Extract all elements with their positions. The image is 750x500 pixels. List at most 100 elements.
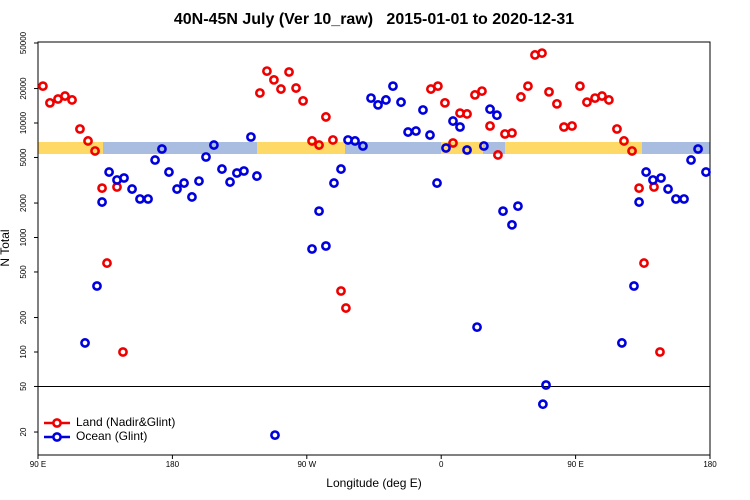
point [441, 143, 451, 153]
point [209, 140, 219, 150]
point [472, 322, 482, 332]
point [225, 177, 235, 187]
point [663, 184, 673, 194]
point [648, 175, 658, 185]
y-tick-label: 50000 [19, 31, 28, 54]
y-tick-label: 5000 [19, 148, 28, 166]
point [671, 194, 681, 204]
y-tick-label: 2000 [19, 194, 28, 212]
point [485, 121, 495, 131]
point [119, 173, 129, 183]
point [448, 138, 458, 148]
point [201, 152, 211, 162]
point [276, 84, 286, 94]
point [252, 171, 262, 181]
point [403, 127, 413, 137]
point [75, 124, 85, 134]
point [432, 178, 442, 188]
point [135, 194, 145, 204]
point [411, 126, 421, 136]
point [373, 99, 383, 110]
point [336, 286, 346, 296]
y-tick-label: 500 [19, 265, 28, 279]
y-tick-label: 50 [19, 381, 28, 390]
point [262, 66, 272, 77]
point [470, 90, 480, 100]
point [388, 81, 398, 92]
point [90, 146, 100, 156]
y-tick-label: 20 [19, 427, 28, 436]
point [634, 197, 644, 207]
point [127, 184, 137, 194]
point [455, 122, 465, 132]
point [307, 136, 317, 146]
point [493, 150, 503, 160]
x-axis-label: Longitude (deg E) [326, 476, 421, 490]
point [179, 178, 189, 188]
point [341, 303, 351, 313]
point [381, 95, 391, 105]
point [523, 81, 533, 92]
point [358, 141, 368, 151]
point [307, 244, 317, 254]
ocean-band [345, 142, 441, 154]
point [679, 194, 689, 204]
x-tick-label: 180 [166, 460, 180, 469]
point [366, 93, 376, 104]
legend-label: Land (Nadir&Glint) [76, 415, 175, 429]
point [60, 91, 70, 101]
chart-title: 40N-45N July (Ver 10_raw) 2015-01-01 to … [174, 11, 574, 28]
point [639, 258, 649, 268]
point [314, 140, 324, 150]
point [92, 281, 102, 291]
point [448, 116, 458, 126]
point [67, 95, 77, 105]
point [321, 241, 331, 251]
point [187, 192, 197, 202]
point [321, 112, 331, 122]
point [604, 95, 614, 105]
point [102, 258, 112, 268]
point [336, 164, 346, 174]
point [239, 166, 249, 176]
point [97, 183, 107, 194]
point [634, 183, 644, 194]
point [97, 197, 107, 207]
legend-marker [52, 418, 62, 428]
point [575, 81, 585, 92]
point [157, 144, 167, 154]
point [418, 105, 428, 115]
point [537, 399, 548, 410]
point [45, 97, 55, 108]
point [298, 96, 308, 106]
point [619, 136, 629, 146]
point [462, 109, 472, 119]
point [479, 141, 489, 151]
legend-marker [52, 432, 62, 442]
point [693, 144, 703, 154]
point [616, 338, 627, 348]
point [80, 338, 90, 348]
mask-band [38, 142, 710, 154]
y-tick-label: 200 [19, 310, 28, 324]
point [641, 167, 651, 177]
legend-label: Ocean (Glint) [76, 429, 147, 443]
point [485, 104, 495, 115]
point [350, 136, 360, 146]
plot-frame [37, 41, 711, 456]
point [314, 206, 324, 217]
point [462, 145, 472, 155]
point [507, 219, 517, 230]
point [328, 135, 338, 145]
point [104, 167, 114, 177]
x-tick-label: 90 E [567, 460, 583, 469]
point [83, 136, 93, 146]
point [541, 380, 551, 390]
point [291, 83, 301, 93]
y-tick-label: 10000 [19, 111, 28, 134]
point [567, 121, 577, 131]
point [513, 201, 523, 212]
point [284, 67, 294, 77]
y-tick-label: 1000 [19, 228, 28, 246]
